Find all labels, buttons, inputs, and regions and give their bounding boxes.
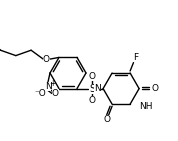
Text: O: O bbox=[89, 72, 96, 81]
Text: O: O bbox=[89, 96, 96, 105]
Text: N: N bbox=[45, 82, 51, 91]
Text: F: F bbox=[133, 53, 138, 62]
Text: N: N bbox=[94, 84, 101, 93]
Text: O: O bbox=[103, 115, 110, 124]
Text: NH: NH bbox=[139, 102, 153, 111]
Text: O: O bbox=[151, 84, 158, 93]
Text: S: S bbox=[89, 84, 95, 94]
Text: O: O bbox=[43, 55, 50, 64]
Text: O: O bbox=[51, 89, 59, 98]
Text: +: + bbox=[49, 79, 55, 88]
Text: ⁻O: ⁻O bbox=[34, 89, 46, 98]
